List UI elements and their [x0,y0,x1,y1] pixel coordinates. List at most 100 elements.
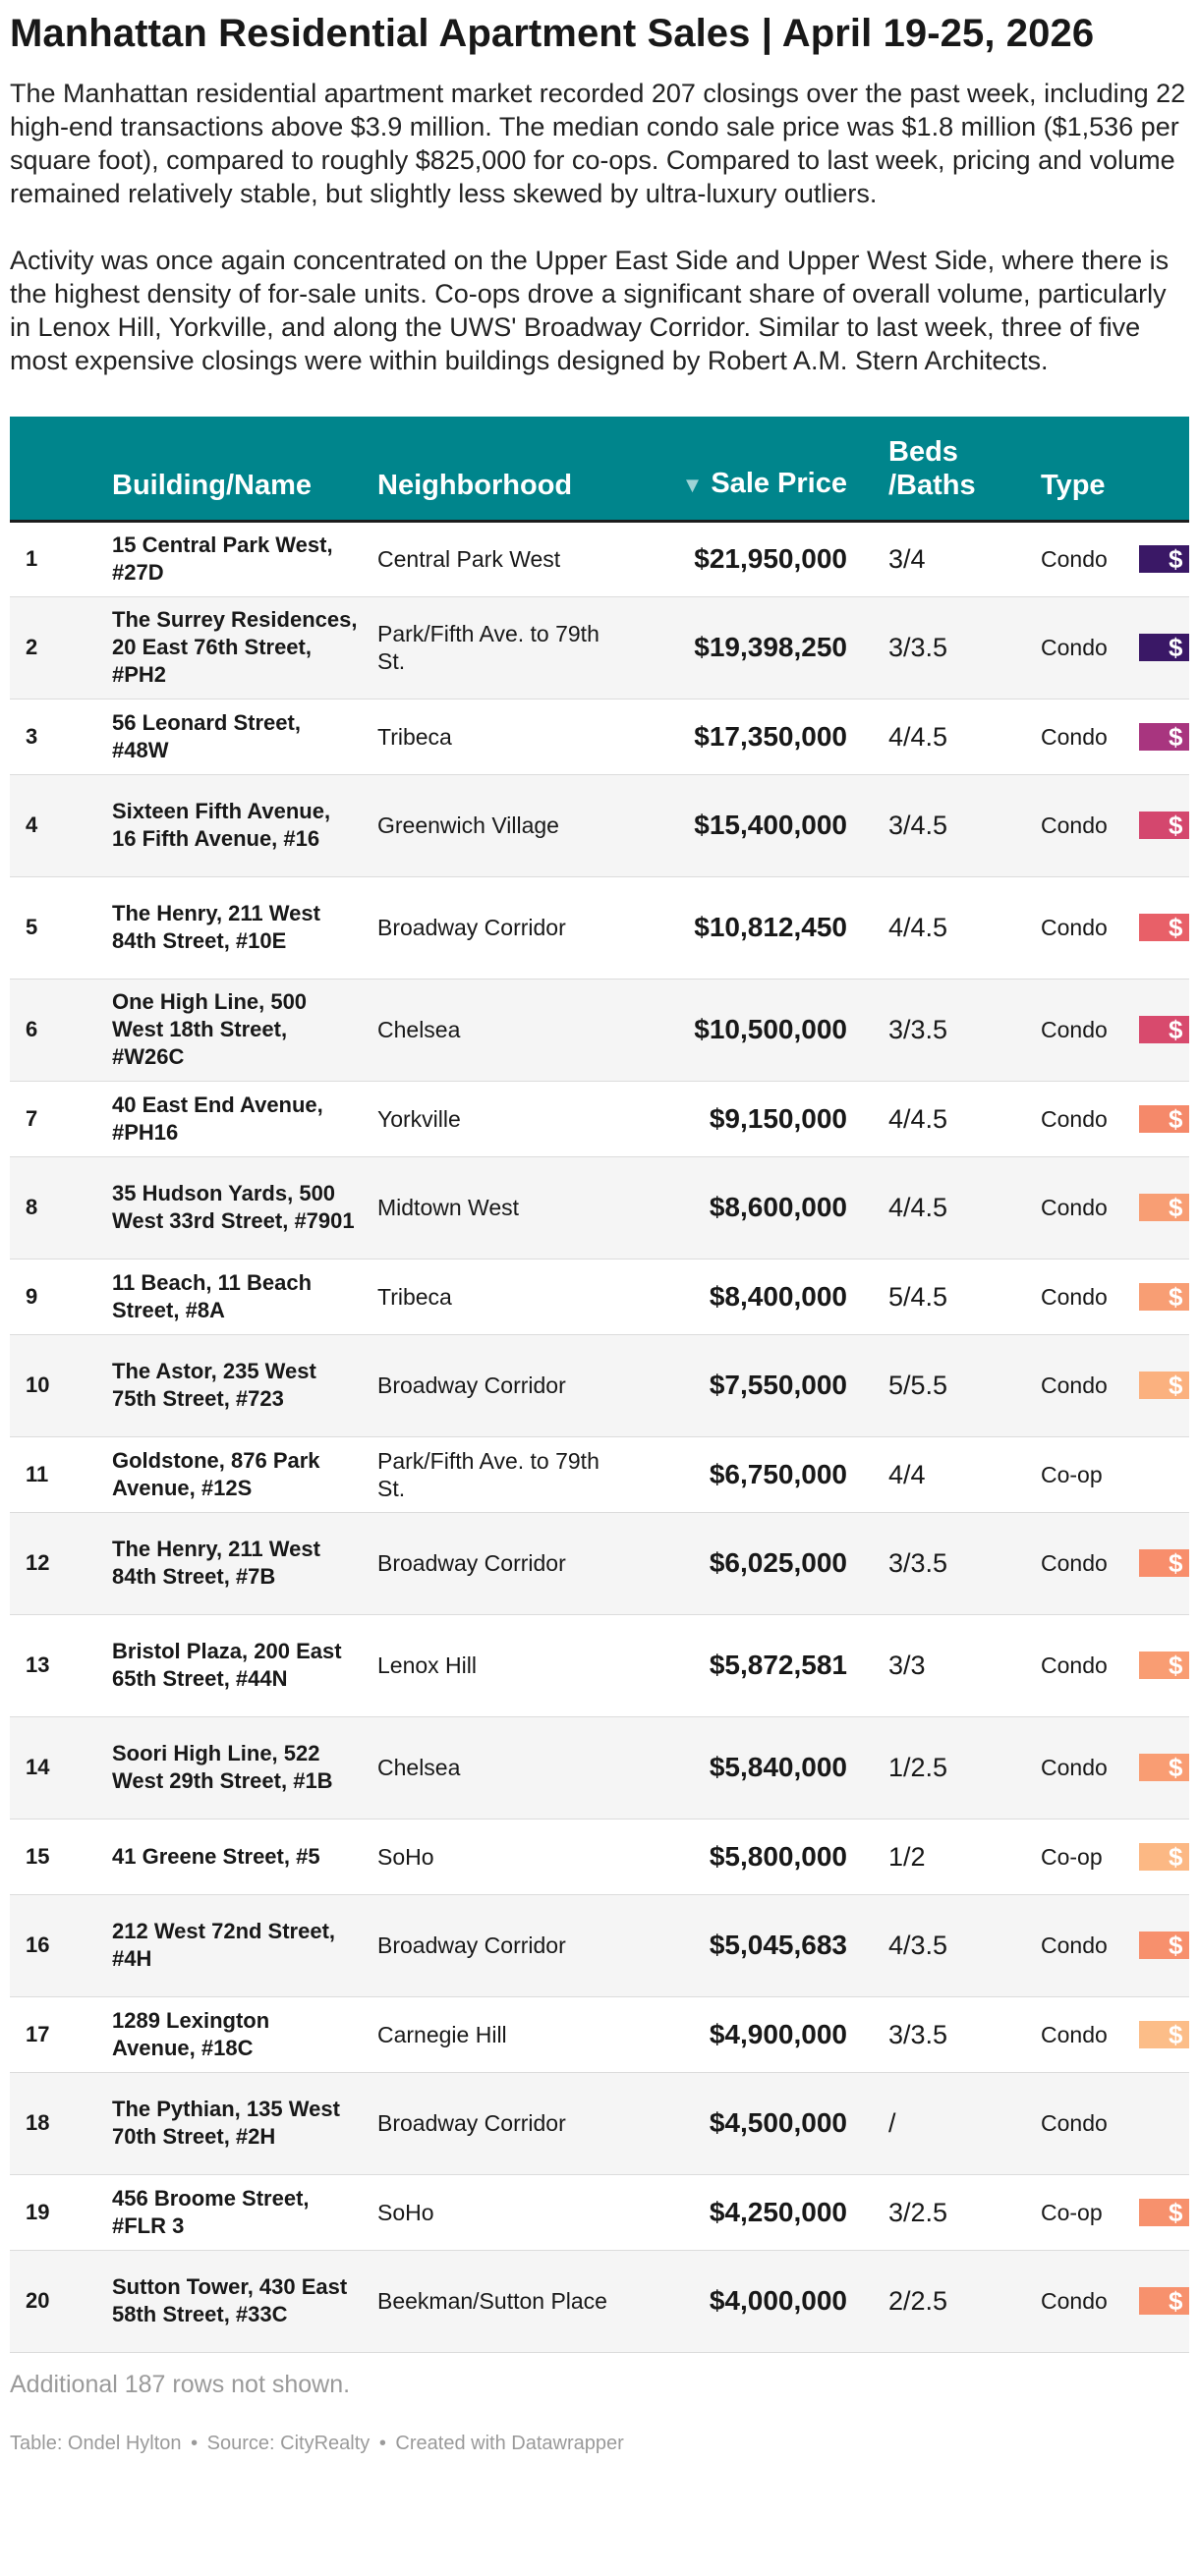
row-neighborhood: Lenox Hill [377,1614,628,1717]
sort-desc-icon[interactable]: ▼ [681,472,704,497]
row-neighborhood: Tribeca [377,699,628,775]
row-beds-baths: 4/4.5 [888,876,1041,980]
row-sale-price: $4,900,000 [628,1996,888,2073]
header-building[interactable]: Building/Name [112,417,377,523]
row-price-swatch: $ [1139,1716,1189,1820]
row-rank: 3 [10,699,112,775]
header-sale-price[interactable]: ▼ Sale Price [628,417,888,523]
row-building: 1289 Lexington Avenue, #18C [112,1996,377,2073]
row-rank: 2 [10,596,112,700]
row-beds-baths: / [888,2072,1041,2175]
row-building: The Surrey Residences, 20 East 76th Stre… [112,596,377,700]
price-swatch-label: $ [1139,1842,1189,1871]
row-rank: 5 [10,876,112,980]
row-price-swatch: $ [1139,596,1189,700]
price-swatch-label: $ [1139,1194,1189,1221]
row-rank: 9 [10,1259,112,1335]
header-type[interactable]: Type [1041,417,1139,523]
row-price-swatch: $ [1139,774,1189,877]
row-sale-price: $6,025,000 [628,1512,888,1615]
price-swatch-label: $ [1139,545,1189,573]
row-beds-baths: 3/3.5 [888,1512,1041,1615]
row-sale-price: $5,800,000 [628,1819,888,1895]
row-type: Condo [1041,699,1139,775]
row-neighborhood: Carnegie Hill [377,1996,628,2073]
row-rank: 6 [10,979,112,1082]
table-row: 4 Sixteen Fifth Avenue, 16 Fifth Avenue, … [10,774,1189,877]
price-swatch-label: $ [1139,722,1189,751]
row-neighborhood: Midtown West [377,1156,628,1260]
row-beds-baths: 3/4 [888,521,1041,597]
header-beds-baths[interactable]: Beds /Baths [888,417,1041,523]
table-row: 7 40 East End Avenue, #PH16 Yorkville $9,15… [10,1081,1189,1157]
row-beds-baths: 3/3 [888,1614,1041,1717]
credit-line: Table: Ondel Hylton • Source: CityRealty… [10,2432,624,2454]
row-price-swatch: $ [1139,1614,1189,1717]
row-price-swatch: $ [1139,2250,1189,2353]
row-beds-baths: 1/2 [888,1819,1041,1895]
row-price-swatch: $ [1139,1512,1189,1615]
row-building: The Astor, 235 West 75th Street, #723 [112,1334,377,1437]
row-price-swatch: $ [1139,2174,1189,2251]
row-building: 212 West 72nd Street, #4H [112,1894,377,1997]
row-rank: 18 [10,2072,112,2175]
row-building: Sutton Tower, 430 East 58th Street, #33C [112,2250,377,2353]
row-neighborhood: Broadway Corridor [377,1894,628,1997]
row-rank: 12 [10,1512,112,1615]
row-rank: 14 [10,1716,112,1820]
price-swatch-label: $ [1139,1549,1189,1577]
price-swatch-label: $ [1139,2198,1189,2226]
row-type: Condo [1041,979,1139,1082]
header-neighborhood[interactable]: Neighborhood [377,417,628,523]
row-type: Condo [1041,1259,1139,1335]
header-sale-price-label: Sale Price [711,467,847,499]
row-sale-price: $10,500,000 [628,979,888,1082]
credit-source: Source: CityRealty [206,2432,371,2454]
price-swatch-label: $ [1139,1104,1189,1133]
table-row: 5 The Henry, 211 West 84th Street, #10E Br… [10,876,1189,980]
row-type: Condo [1041,876,1139,980]
row-neighborhood: Central Park West [377,521,628,597]
row-sale-price: $5,045,683 [628,1894,888,1997]
row-beds-baths: 2/2.5 [888,2250,1041,2353]
row-beds-baths: 3/3.5 [888,979,1041,1082]
header-swatch [1139,417,1189,523]
row-rank: 19 [10,2174,112,2251]
row-sale-price: $4,500,000 [628,2072,888,2175]
row-beds-baths: 4/4.5 [888,699,1041,775]
page: Manhattan Residential Apartment Sales | … [10,12,1189,2454]
row-price-swatch: $ [1139,1081,1189,1157]
row-type: Condo [1041,1156,1139,1260]
row-rank: 10 [10,1334,112,1437]
row-type: Condo [1041,2250,1139,2353]
price-swatch-label: $ [1139,914,1189,941]
row-price-swatch [1139,1436,1189,1513]
credit-tool[interactable]: Created with Datawrapper [395,2432,624,2454]
row-type: Condo [1041,1334,1139,1437]
row-beds-baths: 3/3.5 [888,1996,1041,2073]
row-sale-price: $19,398,250 [628,596,888,700]
table-row: 6 One High Line, 500 West 18th Street, #W… [10,979,1189,1082]
sales-table: Building/Name Neighborhood ▼ Sale Price B… [10,417,1189,2353]
row-sale-price: $4,250,000 [628,2174,888,2251]
row-sale-price: $8,400,000 [628,1259,888,1335]
row-type: Co-op [1041,2174,1139,2251]
table-row: 14 Soori High Line, 522 West 29th Street,… [10,1716,1189,1820]
row-building: Sixteen Fifth Avenue, 16 Fifth Avenue, #… [112,774,377,877]
more-rows-note: Additional 187 rows not shown. [10,2370,351,2398]
row-neighborhood: Greenwich Village [377,774,628,877]
row-sale-price: $15,400,000 [628,774,888,877]
row-rank: 8 [10,1156,112,1260]
table-row: 10 The Astor, 235 West 75th Street, #723 B… [10,1334,1189,1437]
row-beds-baths: 3/2.5 [888,2174,1041,2251]
row-neighborhood: SoHo [377,1819,628,1895]
price-swatch-label: $ [1139,2287,1189,2315]
row-sale-price: $5,872,581 [628,1614,888,1717]
row-price-swatch: $ [1139,876,1189,980]
row-building: 41 Greene Street, #5 [112,1819,377,1895]
row-price-swatch: $ [1139,1894,1189,1997]
price-swatch-label: $ [1139,1016,1189,1043]
row-neighborhood: Broadway Corridor [377,1334,628,1437]
row-type: Condo [1041,521,1139,597]
row-price-swatch: $ [1139,1819,1189,1895]
